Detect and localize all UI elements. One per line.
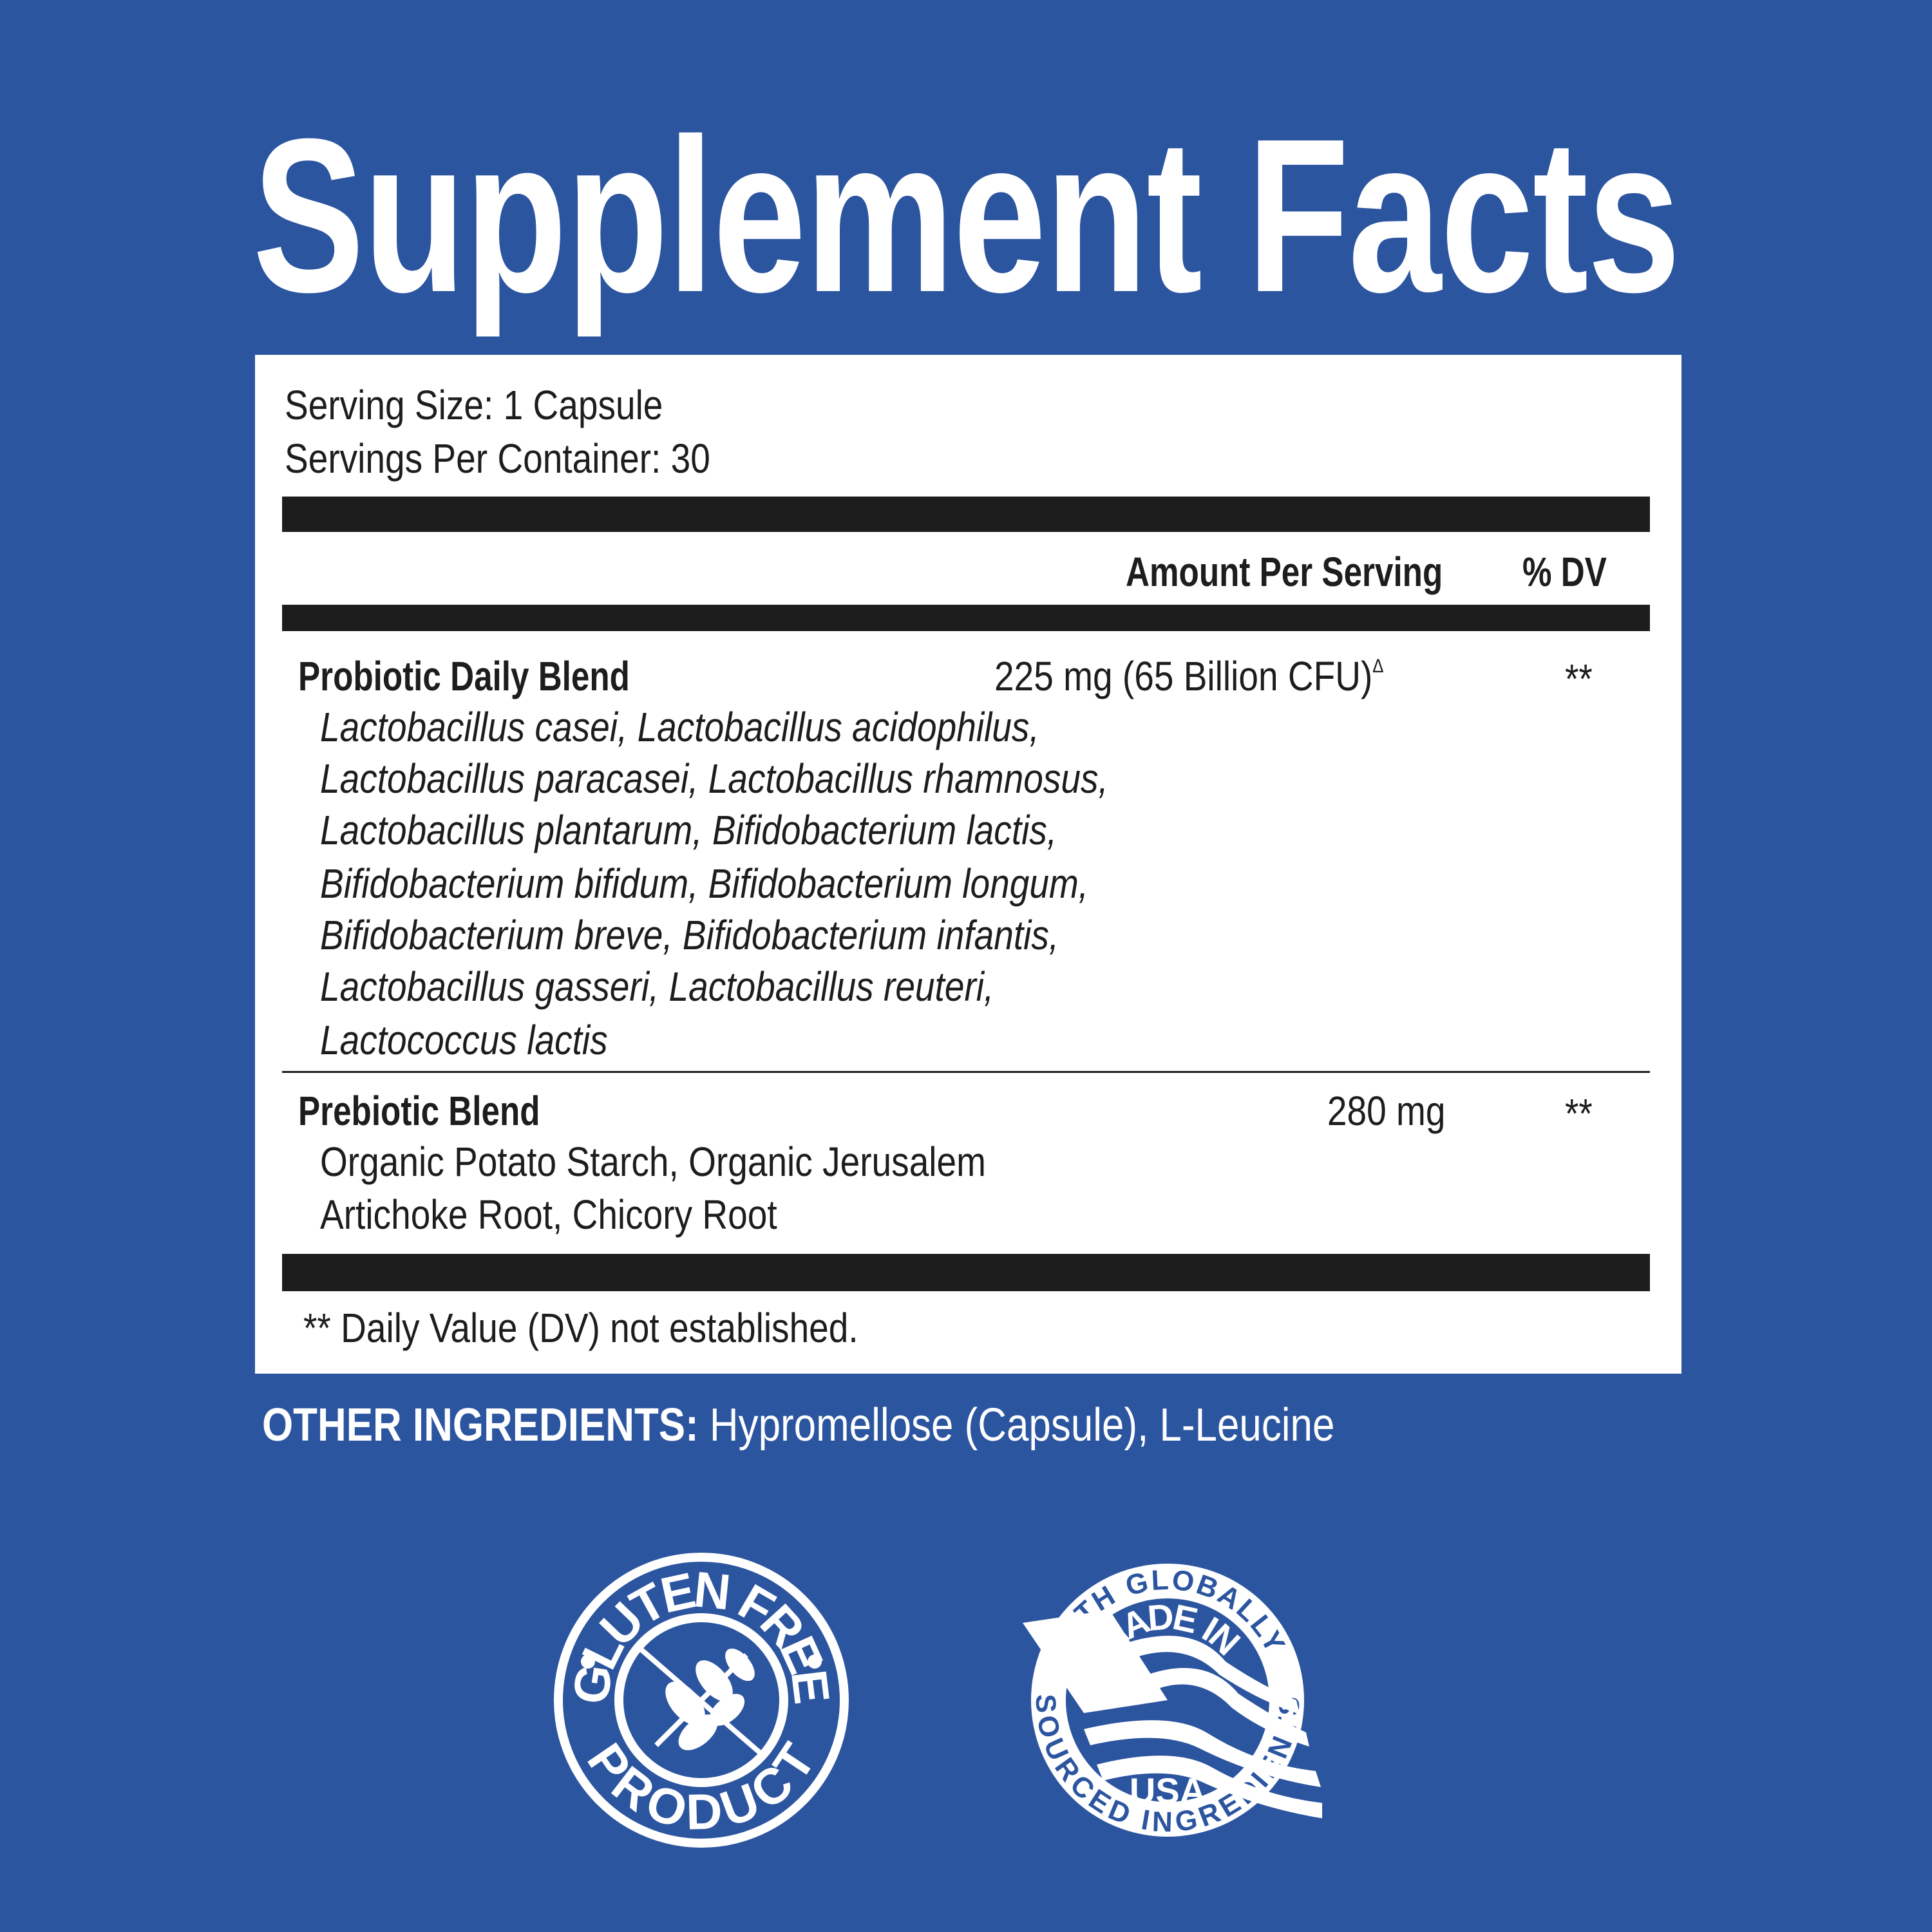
other-ingredients-value: Hypromellose (Capsule), L-Leucine bbox=[698, 1399, 1335, 1451]
ingredient-line: Bifidobacterium bifidum, Bifidobacterium… bbox=[320, 860, 1089, 907]
ingredient-line: Lactobacillus plantarum, Bifidobacterium… bbox=[320, 807, 1057, 853]
svg-text:GLUTEN FREE: GLUTEN FREE bbox=[562, 1560, 841, 1707]
dv-header: % DV bbox=[1522, 549, 1607, 595]
ingredient-dv: ** bbox=[1565, 1090, 1593, 1137]
ingredient-name: Probiotic Daily Blend bbox=[298, 653, 630, 699]
divider-thick bbox=[282, 605, 1650, 631]
servings-per-container: Servings Per Container: 30 bbox=[285, 435, 710, 482]
product-text: PRODUCT bbox=[576, 1733, 826, 1840]
gluten-free-text: GLUTEN FREE bbox=[562, 1560, 841, 1707]
divider-thick bbox=[282, 1254, 1650, 1291]
ingredient-amount: 280 mg bbox=[1327, 1088, 1445, 1134]
delta-mark: Δ bbox=[1372, 656, 1384, 677]
ingredient-name: Prebiotic Blend bbox=[298, 1088, 540, 1134]
amount-text: 225 mg (65 Billion CFU) bbox=[994, 653, 1373, 699]
other-ingredients: OTHER INGREDIENTS: Hypromellose (Capsule… bbox=[262, 1402, 1334, 1448]
title-text: Supplement Facts bbox=[252, 93, 1680, 338]
wheat-crossed-icon bbox=[638, 1646, 764, 1757]
ingredient-line: Lactobacillus gasseri, Lactobacillus reu… bbox=[320, 963, 994, 1010]
footnote: ** Daily Value (DV) not established. bbox=[303, 1305, 858, 1351]
ingredient-dv: ** bbox=[1565, 656, 1593, 702]
other-ingredients-label: OTHER INGREDIENTS: bbox=[262, 1399, 699, 1451]
svg-text:PRODUCT: PRODUCT bbox=[576, 1733, 826, 1840]
ingredient-line: Organic Potato Starch, Organic Jerusalem bbox=[320, 1139, 986, 1185]
divider-thin bbox=[282, 1071, 1650, 1073]
ingredient-line: Artichoke Root, Chicory Root bbox=[320, 1191, 777, 1238]
ingredient-line: Lactobacillus casei, Lactobacillus acido… bbox=[320, 704, 1039, 750]
ingredient-line: Lactobacillus paracasei, Lactobacillus r… bbox=[320, 755, 1108, 802]
us-flag-icon bbox=[1023, 1610, 1322, 1819]
ingredient-line: Lactococcus lactis bbox=[320, 1017, 608, 1063]
divider-thick bbox=[282, 497, 1650, 532]
ingredient-line: Bifidobacterium breve, Bifidobacterium i… bbox=[320, 912, 1059, 958]
serving-size: Serving Size: 1 Capsule bbox=[285, 382, 663, 428]
page-title: Supplement Facts bbox=[0, 106, 1932, 325]
made-in-usa-badge: WITH GLOBALLY SOURCED INGREDIENTS MADE I… bbox=[1023, 1564, 1322, 1838]
ingredient-amount: 225 mg (65 Billion CFU)Δ bbox=[994, 656, 1384, 697]
gluten-free-badge: GLUTEN FREE PRODUCT bbox=[554, 1553, 849, 1848]
amount-header: Amount Per Serving bbox=[1125, 549, 1443, 595]
